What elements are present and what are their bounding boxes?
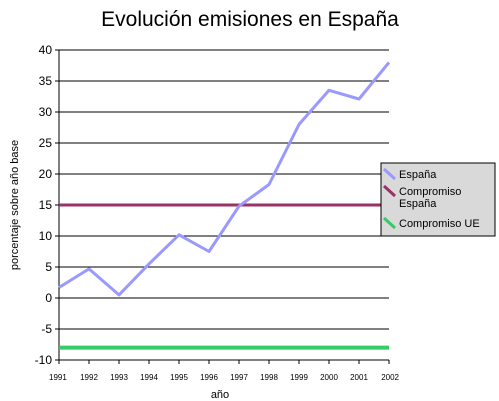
y-tick-label: 10 (39, 229, 53, 243)
legend-label-compromiso-ue: Compromiso UE (399, 218, 480, 230)
series-lines (58, 61, 391, 350)
y-tick-label: -5 (41, 322, 52, 336)
x-tick-label: 1998 (260, 373, 278, 382)
y-axis-label: porcentaje sobre año base (9, 140, 21, 270)
legend-swatch-compromiso-ue (382, 216, 397, 230)
x-tick-label: 1995 (170, 373, 188, 382)
chart-title: Evolución emisiones en España (101, 8, 399, 31)
legend: España Compromiso España Compromiso UE (380, 162, 496, 237)
y-tick-label: 25 (39, 136, 53, 150)
y-tick-label: 15 (39, 198, 53, 212)
x-tick-label: 2001 (350, 373, 368, 382)
y-tick-label: 20 (39, 167, 53, 181)
x-tick-label: 1997 (230, 373, 248, 382)
x-tick-label: 2002 (381, 373, 399, 382)
y-tick-label: -10 (35, 353, 53, 367)
x-axis-label: año (211, 389, 229, 401)
x-tick-label: 1991 (49, 373, 67, 382)
legend-box (380, 162, 496, 237)
legend-swatch-espana (382, 167, 397, 181)
y-tick-label: 30 (39, 105, 53, 119)
x-tick-label: 2000 (320, 373, 338, 382)
x-tick-label: 1992 (80, 373, 98, 382)
x-tick-labels: 1991 1992 1993 1994 1995 1996 1997 1998 1999 2000… (49, 373, 400, 382)
y-tick-label: 35 (39, 74, 53, 88)
legend-label-espana: España (399, 169, 437, 181)
legend-swatch-compromiso-espana (382, 184, 397, 198)
x-tick-label: 1993 (110, 373, 128, 382)
y-tick-labels: 40 35 30 25 20 15 10 5 0 -5 -10 (35, 43, 53, 367)
x-tick-label: 1996 (200, 373, 218, 382)
x-tick-label: 1999 (290, 373, 308, 382)
y-tick-label: 0 (45, 291, 52, 305)
series-line-espana (58, 61, 391, 297)
x-tick-label: 1994 (140, 373, 158, 382)
y-tick-label: 40 (39, 43, 53, 57)
y-tick-label: 5 (45, 260, 52, 274)
gridlines (55, 49, 390, 364)
legend-label-compromiso-espana: Compromiso España (399, 186, 461, 210)
